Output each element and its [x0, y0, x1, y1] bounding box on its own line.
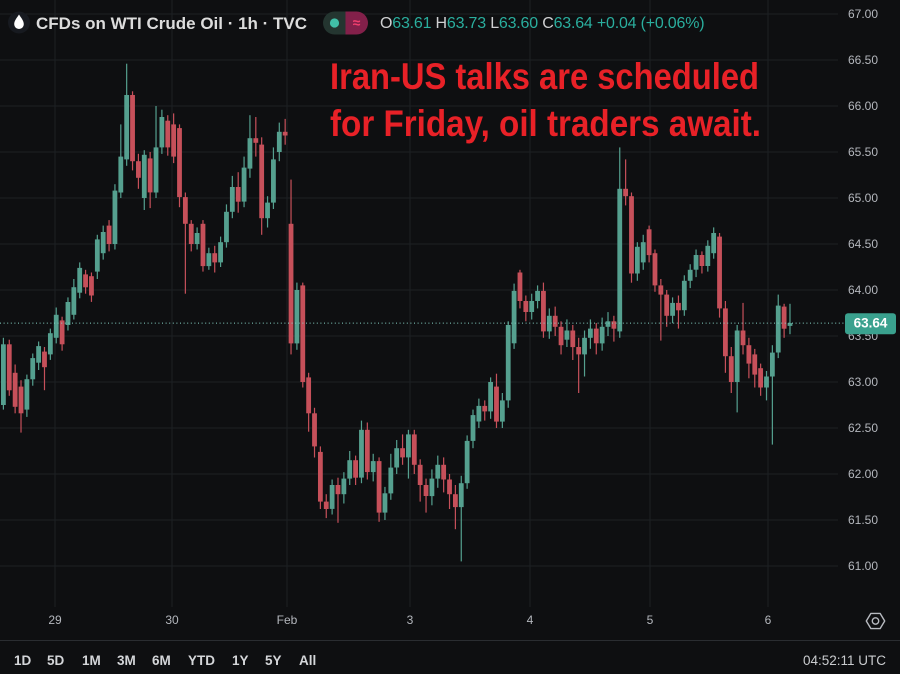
svg-text:3M: 3M: [117, 653, 136, 668]
svg-text:1Y: 1Y: [232, 653, 249, 668]
svg-text:CFDs on WTI Crude Oil · 1h · T: CFDs on WTI Crude Oil · 1h · TVC: [36, 14, 307, 33]
svg-text:63.00: 63.00: [848, 375, 878, 389]
svg-text:64.00: 64.00: [848, 283, 878, 297]
svg-text:Iran-US talks are scheduled: Iran-US talks are scheduled: [330, 55, 759, 97]
svg-text:30: 30: [165, 613, 179, 627]
svg-text:62.50: 62.50: [848, 421, 878, 435]
svg-text:61.50: 61.50: [848, 513, 878, 527]
svg-text:65.00: 65.00: [848, 191, 878, 205]
svg-text:≈: ≈: [353, 15, 361, 31]
svg-text:66.00: 66.00: [848, 99, 878, 113]
svg-text:62.00: 62.00: [848, 467, 878, 481]
svg-text:64.50: 64.50: [848, 237, 878, 251]
svg-text:04:52:11 UTC: 04:52:11 UTC: [803, 653, 886, 668]
svg-text:3: 3: [407, 613, 414, 627]
svg-text:for Friday, oil traders await.: for Friday, oil traders await.: [330, 102, 761, 144]
svg-text:6: 6: [765, 613, 772, 627]
svg-text:1M: 1M: [82, 653, 101, 668]
svg-text:All: All: [299, 653, 316, 668]
svg-text:O63.61 H63.73 L63.60 C63.64 +0: O63.61 H63.73 L63.60 C63.64 +0.04 (+0.06…: [380, 15, 704, 32]
svg-text:29: 29: [48, 613, 62, 627]
svg-text:66.50: 66.50: [848, 53, 878, 67]
svg-text:5D: 5D: [47, 653, 65, 668]
svg-text:65.50: 65.50: [848, 145, 878, 159]
svg-text:YTD: YTD: [188, 653, 215, 668]
svg-text:6M: 6M: [152, 653, 171, 668]
svg-text:1D: 1D: [14, 653, 32, 668]
svg-text:63.64: 63.64: [854, 316, 888, 331]
svg-text:67.00: 67.00: [848, 7, 878, 21]
svg-text:5Y: 5Y: [265, 653, 282, 668]
svg-text:4: 4: [527, 613, 534, 627]
svg-text:Feb: Feb: [277, 613, 298, 627]
svg-text:5: 5: [647, 613, 654, 627]
svg-text:61.00: 61.00: [848, 559, 878, 573]
